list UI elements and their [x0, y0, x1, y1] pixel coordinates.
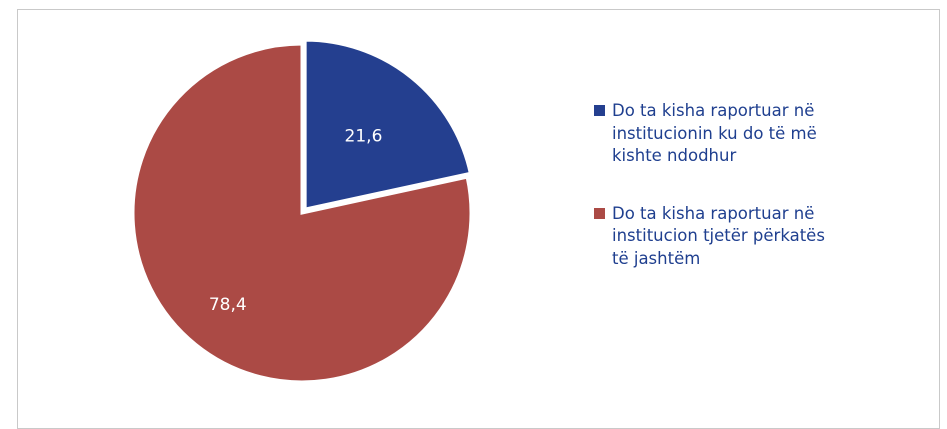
pie-chart: 21,6 78,4 [131, 38, 473, 384]
legend-item-external-institution: Do ta kisha raportuar në institucion tje… [594, 203, 894, 271]
legend-label-line: institucion tjetër përkatës [612, 226, 825, 245]
slice-external-institution [131, 42, 473, 384]
legend-item-own-institution: Do ta kisha raportuar në institucionin k… [594, 100, 894, 168]
legend-label-line: kishte ndodhur [612, 146, 737, 165]
legend-swatch-own-institution [594, 105, 605, 116]
data-label-own-institution: 21,6 [345, 127, 383, 147]
legend-label-line: institucionin ku do të më [612, 123, 817, 143]
legend-label-line: të jashtëm [612, 248, 701, 268]
pie-data-labels: 21,6 78,4 [209, 127, 383, 315]
pie-slices [131, 38, 473, 384]
legend-label-line: Do ta kisha raportuar në [612, 203, 815, 223]
legend-swatch-external-institution [594, 207, 605, 219]
legend-label-line: Do ta kisha raportuar në [612, 101, 815, 120]
data-label-external-institution: 78,4 [209, 295, 247, 315]
slice-own-institution [303, 38, 473, 211]
chart-legend: Do ta kisha raportuar në institucionin k… [594, 100, 894, 270]
